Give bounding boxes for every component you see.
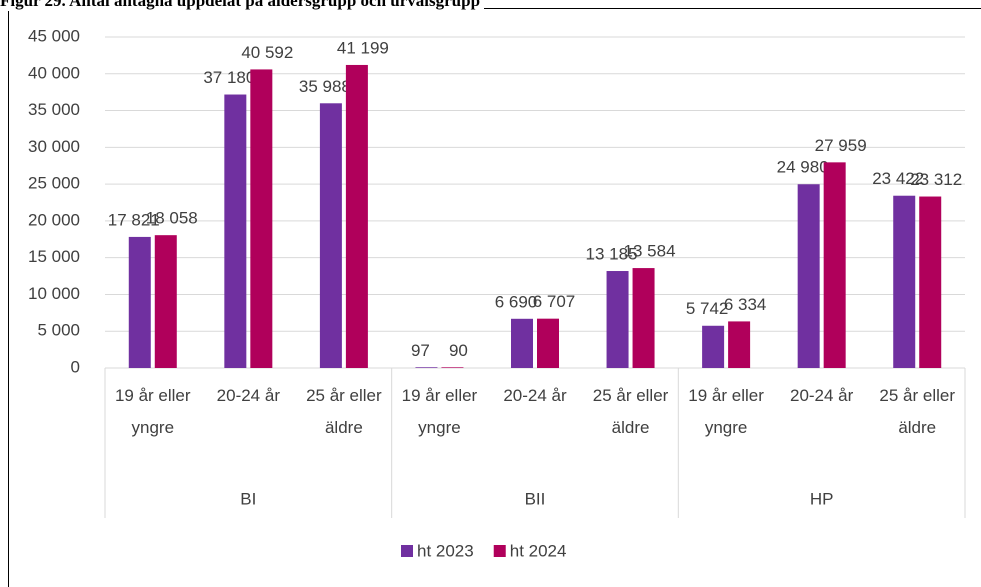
legend-swatch [493,545,506,557]
data-label: 37 180 [203,68,255,87]
group-label: BII [525,489,546,508]
data-label: 6 690 [495,292,538,311]
data-label: 24 980 [777,158,829,177]
data-label: 13 584 [624,242,676,261]
x-tick-label: 19 år eller yngre [688,386,764,437]
bar [823,162,846,368]
bar [154,235,177,368]
bar [250,69,273,369]
legend-label: ht 2024 [510,541,567,560]
chart-title: Figur 29. Antal antagna uppdelat på ålde… [0,0,485,11]
bar [728,321,751,368]
data-label: 6 707 [533,292,576,311]
bar [224,94,247,368]
bar [919,196,942,368]
data-label: 6 334 [724,295,767,314]
y-tick-label: 30 000 [28,137,80,156]
x-tick-label: 25 år eller äldre [879,386,956,437]
data-label: 23 422 [872,169,924,188]
data-label: 5 742 [686,299,729,318]
legend-swatch [401,545,413,557]
legend-label: ht 2023 [417,541,474,560]
x-tick-label: 20-24 år [503,386,567,405]
data-label: 41 199 [337,38,389,57]
bar [345,64,368,368]
data-label: 90 [449,341,468,360]
group-label: BI [240,489,256,508]
bar [606,271,629,368]
y-tick-label: 5 000 [37,321,80,340]
x-tick-label: 20-24 år [216,386,280,405]
x-tick-label: 25 år eller äldre [306,386,382,437]
chart-border [8,8,981,587]
data-label: 18 058 [146,209,198,228]
bar [893,195,916,368]
bar [511,318,533,368]
bar [415,367,438,368]
y-tick-label: 40 000 [28,63,80,82]
data-label: 17 821 [108,210,160,229]
bar [537,318,559,368]
x-tick-label: 25 år eller äldre [592,386,669,437]
bar [702,325,725,368]
data-label: 27 959 [815,136,867,155]
data-label: 23 312 [910,170,962,189]
bar [441,367,464,368]
y-tick-label: 45 000 [28,26,80,45]
y-tick-label: 20 000 [28,210,80,229]
y-tick-label: 0 [71,357,80,376]
y-tick-label: 10 000 [28,284,80,303]
x-tick-label: 19 år eller yngre [401,386,478,437]
bar [632,268,655,368]
y-tick-label: 35 000 [28,100,80,119]
data-label: 97 [411,341,430,360]
bar [797,184,820,368]
bar [319,103,342,368]
x-tick-label: 20-24 år [789,386,854,405]
data-label: 40 592 [241,43,293,62]
y-tick-label: 25 000 [28,174,80,193]
data-label: 35 988 [299,77,351,96]
x-tick-label: 19 år eller yngre [114,386,191,437]
data-label: 13 185 [586,245,638,264]
y-tick-label: 15 000 [28,247,80,266]
bar [128,236,151,368]
group-label: HP [810,489,834,508]
